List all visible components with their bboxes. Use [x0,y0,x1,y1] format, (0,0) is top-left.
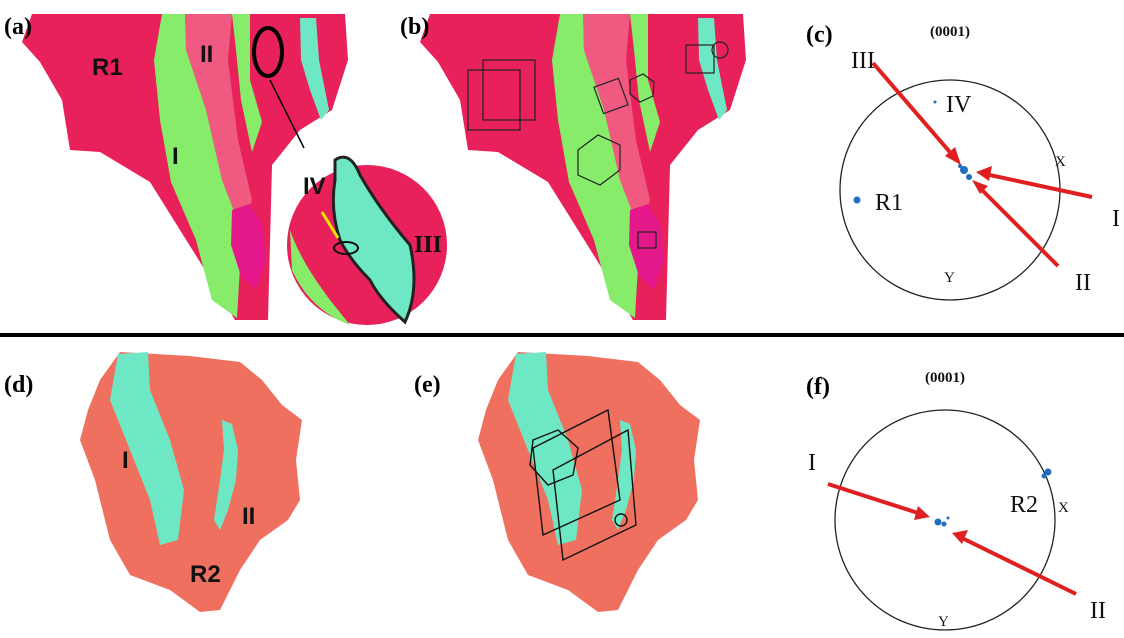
panel-label: (c) [806,22,833,48]
annotation: I [172,143,179,170]
figure: (a) R1 II I IV III (b) (c) (0001) III IV… [0,0,1124,638]
arrowheads [945,147,992,194]
pole [854,197,861,204]
panel-label: (b) [400,14,429,40]
axis-label: X [1058,500,1069,516]
annotation: I [122,447,129,474]
arrow [985,174,1092,197]
arrows [828,484,1076,594]
annotation: II [242,503,255,530]
annotation: II [1075,270,1091,296]
panel-label: (f) [806,374,830,400]
pole [966,174,972,180]
annotation: II [200,41,213,68]
annotation: I [1112,206,1120,232]
pole-circle [835,410,1055,630]
annotation: R2 [1010,492,1038,518]
annotation: III [851,48,875,74]
annotation: R1 [875,190,903,216]
pole [947,517,950,520]
annotation: IV [303,173,326,200]
annotation: II [1090,598,1106,624]
map-e [478,352,700,612]
pole [1042,474,1047,479]
annotation: R1 [92,54,123,81]
arrowhead [914,506,930,520]
axis-label: X [1055,154,1066,170]
annotation: I [808,450,816,476]
map [420,14,746,320]
pole [934,101,937,104]
arrow [828,484,918,513]
panel-label: (a) [4,14,32,40]
arrow [978,186,1058,266]
pole-label: (0001) [930,24,970,40]
pole-f [828,410,1076,630]
panel-label: (d) [4,372,33,398]
annotation: IV [946,92,972,118]
pole [942,522,947,527]
arrow [873,63,955,158]
annotation: III [414,232,442,258]
arrow [962,538,1076,594]
pole [958,164,962,168]
axis-label: Y [938,614,949,630]
pole-label: (0001) [925,370,965,386]
map-b [420,14,746,320]
pole [935,519,942,526]
arrowhead [976,166,992,181]
axis-label: Y [944,270,955,286]
annotation: R2 [190,561,221,588]
arrowheads [914,506,968,544]
panel-label: (e) [414,372,441,398]
map [478,352,700,612]
